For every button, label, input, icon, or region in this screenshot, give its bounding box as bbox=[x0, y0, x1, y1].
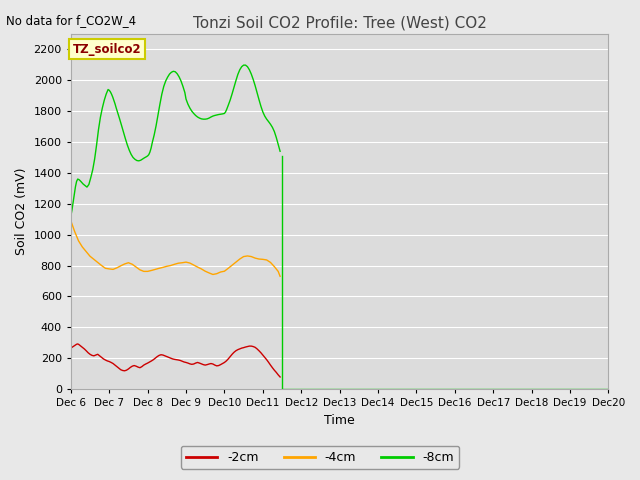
Y-axis label: Soil CO2 (mV): Soil CO2 (mV) bbox=[15, 168, 28, 255]
Text: TZ_soilco2: TZ_soilco2 bbox=[73, 43, 141, 56]
X-axis label: Time: Time bbox=[324, 414, 355, 427]
Text: No data for f_CO2W_4: No data for f_CO2W_4 bbox=[6, 14, 136, 27]
Legend: -2cm, -4cm, -8cm: -2cm, -4cm, -8cm bbox=[181, 446, 459, 469]
Title: Tonzi Soil CO2 Profile: Tree (West) CO2: Tonzi Soil CO2 Profile: Tree (West) CO2 bbox=[193, 15, 486, 30]
